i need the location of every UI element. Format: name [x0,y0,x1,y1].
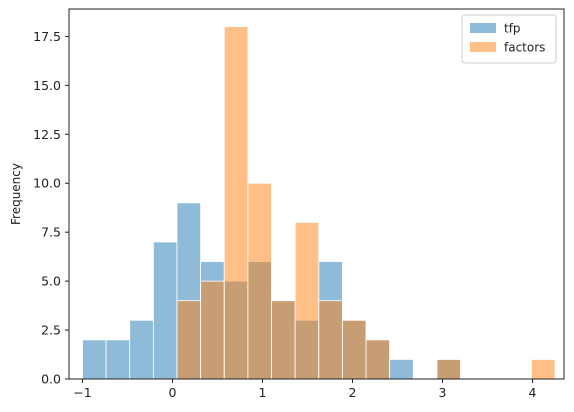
tfp-bar [129,319,154,380]
y-tick-label: 17.5 [33,29,61,44]
tfp-bar [389,359,414,380]
tfp-legend-swatch [470,23,496,33]
x-tick-label: 2 [349,385,357,400]
x-tick-label: 3 [439,385,447,400]
x-tick-label: −1 [73,385,91,400]
bars-layer [82,26,556,380]
x-tick-label: 4 [529,385,537,400]
tfp-bar [152,241,178,380]
tfp-bar [82,339,107,380]
factors-bar [436,359,461,380]
factors-bar [271,300,296,380]
x-tick-label: 1 [259,385,267,400]
factors-bar [176,300,202,380]
factors-bar [294,221,320,380]
factors-bar [318,300,343,380]
y-axis: 0.0 2.5 5.0 7.5 10.0 12.5 15.0 17.5 [33,29,69,387]
tfp-bar [105,339,131,380]
y-tick-label: 10.0 [33,176,61,191]
x-tick-label: 0 [169,385,177,400]
y-tick-label: 5.0 [41,274,61,289]
y-tick-label: 15.0 [33,78,61,93]
y-tick-label: 0.0 [41,372,61,387]
factors-bar [247,182,272,380]
y-tick-label: 2.5 [41,323,61,338]
plot-frame [68,8,565,380]
factors-bar [365,339,391,380]
tfp-legend-label: tfp [504,22,521,36]
legend: tfp factors [461,14,557,64]
x-axis: −1 0 1 2 3 4 [73,379,537,400]
y-tick-label: 7.5 [41,225,61,240]
y-tick-label: 12.5 [33,127,61,142]
factors-bar [200,280,225,380]
factors-legend-label: factors [504,41,545,55]
factors-legend-swatch [470,42,496,52]
factors-bar [223,26,249,380]
y-axis-label: Frequency [9,163,23,225]
factors-bar [341,319,367,380]
factors-bar [530,359,556,380]
